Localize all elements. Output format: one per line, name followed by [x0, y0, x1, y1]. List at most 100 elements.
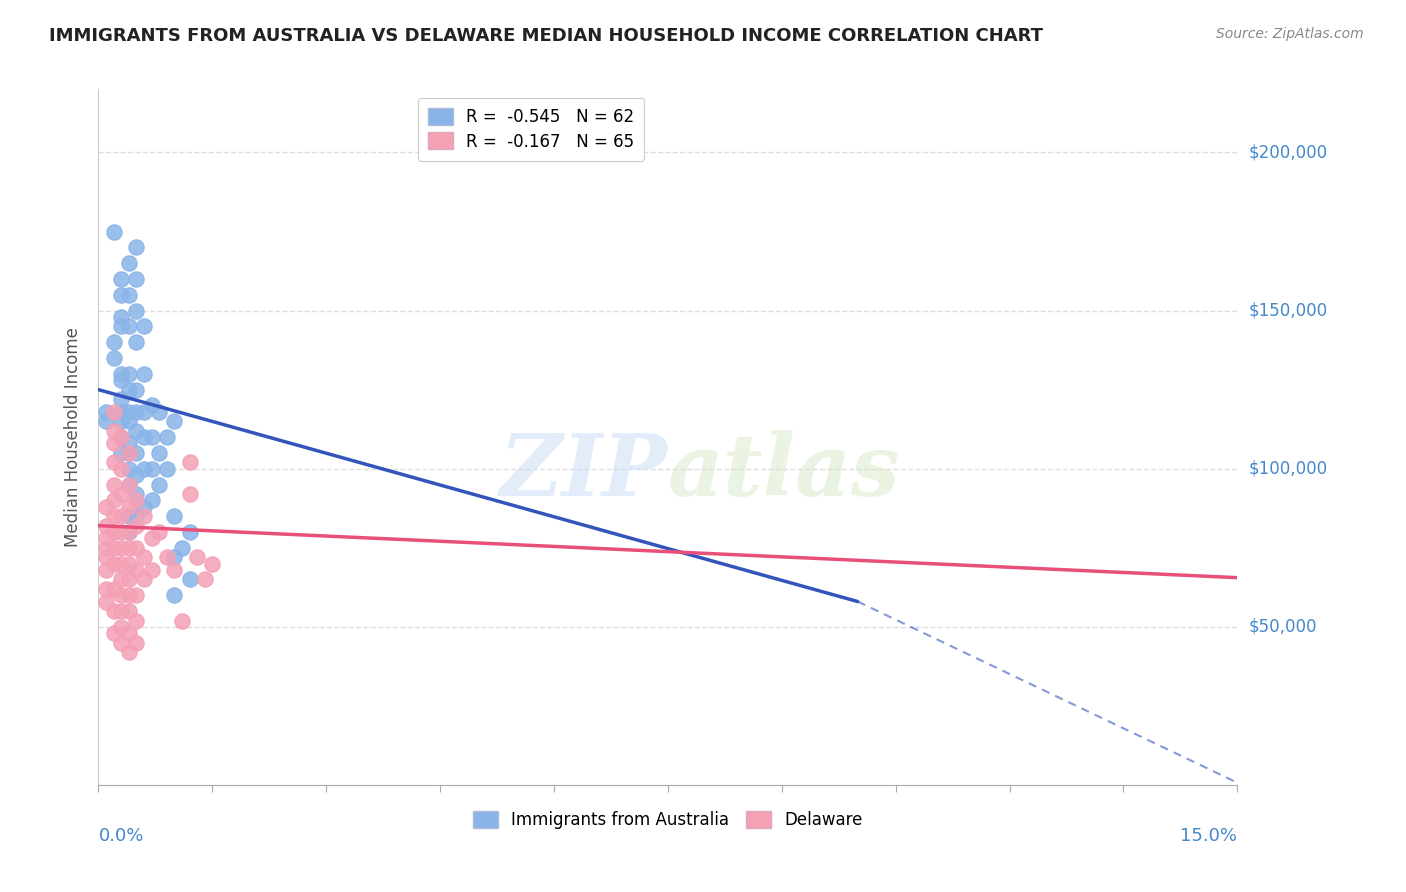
- Point: [132, 461, 155, 475]
- Point: [163, 588, 186, 602]
- Point: [194, 573, 217, 587]
- Point: [141, 563, 163, 577]
- Point: [110, 604, 132, 618]
- Point: [118, 588, 141, 602]
- Point: [118, 509, 141, 524]
- Point: [103, 509, 125, 524]
- Point: [179, 455, 201, 469]
- Point: [141, 461, 163, 475]
- Point: [132, 405, 155, 419]
- Point: [141, 531, 163, 545]
- Point: [94, 531, 117, 545]
- Point: [125, 240, 148, 254]
- Point: [118, 477, 141, 491]
- Point: [110, 414, 132, 428]
- Point: [110, 367, 132, 381]
- Point: [118, 446, 141, 460]
- Point: [118, 414, 141, 428]
- Point: [148, 477, 170, 491]
- Legend: Immigrants from Australia, Delaware: Immigrants from Australia, Delaware: [463, 801, 873, 839]
- Point: [110, 557, 132, 571]
- Point: [103, 424, 125, 438]
- Point: [163, 563, 186, 577]
- Point: [110, 541, 132, 555]
- Point: [110, 620, 132, 634]
- Point: [170, 614, 193, 628]
- Point: [132, 500, 155, 514]
- Point: [110, 405, 132, 419]
- Point: [156, 430, 179, 444]
- Point: [118, 319, 141, 334]
- Text: Source: ZipAtlas.com: Source: ZipAtlas.com: [1216, 27, 1364, 41]
- Point: [179, 487, 201, 501]
- Point: [103, 351, 125, 365]
- Point: [132, 550, 155, 565]
- Point: [118, 383, 141, 397]
- Point: [94, 541, 117, 555]
- Text: $50,000: $50,000: [1249, 618, 1317, 636]
- Point: [103, 524, 125, 539]
- Point: [110, 392, 132, 406]
- Point: [125, 468, 148, 483]
- Point: [125, 541, 148, 555]
- Point: [103, 477, 125, 491]
- Point: [103, 405, 125, 419]
- Point: [118, 524, 141, 539]
- Point: [132, 430, 155, 444]
- Point: [179, 573, 201, 587]
- Point: [118, 256, 141, 270]
- Point: [110, 446, 132, 460]
- Point: [118, 626, 141, 640]
- Point: [118, 573, 141, 587]
- Point: [103, 335, 125, 350]
- Point: [118, 524, 141, 539]
- Point: [125, 487, 148, 501]
- Point: [125, 424, 148, 438]
- Point: [125, 335, 148, 350]
- Text: $200,000: $200,000: [1249, 144, 1327, 161]
- Point: [103, 225, 125, 239]
- Point: [118, 500, 141, 514]
- Point: [94, 582, 117, 596]
- Text: 15.0%: 15.0%: [1180, 827, 1237, 845]
- Point: [163, 414, 186, 428]
- Point: [118, 477, 141, 491]
- Point: [110, 487, 132, 501]
- Y-axis label: Median Household Income: Median Household Income: [65, 327, 83, 547]
- Point: [94, 563, 117, 577]
- Point: [110, 373, 132, 387]
- Point: [132, 509, 155, 524]
- Point: [125, 588, 148, 602]
- Point: [179, 524, 201, 539]
- Text: $150,000: $150,000: [1249, 301, 1327, 319]
- Point: [110, 430, 132, 444]
- Point: [132, 319, 155, 334]
- Point: [186, 550, 208, 565]
- Point: [110, 524, 132, 539]
- Point: [94, 414, 117, 428]
- Point: [132, 573, 155, 587]
- Point: [118, 557, 141, 571]
- Point: [125, 383, 148, 397]
- Point: [103, 455, 125, 469]
- Point: [125, 493, 148, 508]
- Point: [118, 604, 141, 618]
- Point: [141, 399, 163, 413]
- Point: [141, 493, 163, 508]
- Point: [103, 557, 125, 571]
- Point: [118, 287, 141, 301]
- Point: [132, 367, 155, 381]
- Point: [110, 430, 132, 444]
- Point: [125, 635, 148, 649]
- Point: [110, 509, 132, 524]
- Point: [125, 563, 148, 577]
- Point: [125, 446, 148, 460]
- Point: [103, 582, 125, 596]
- Point: [94, 594, 117, 608]
- Point: [125, 509, 148, 524]
- Point: [125, 303, 148, 318]
- Point: [110, 461, 132, 475]
- Point: [156, 550, 179, 565]
- Point: [103, 541, 125, 555]
- Point: [110, 635, 132, 649]
